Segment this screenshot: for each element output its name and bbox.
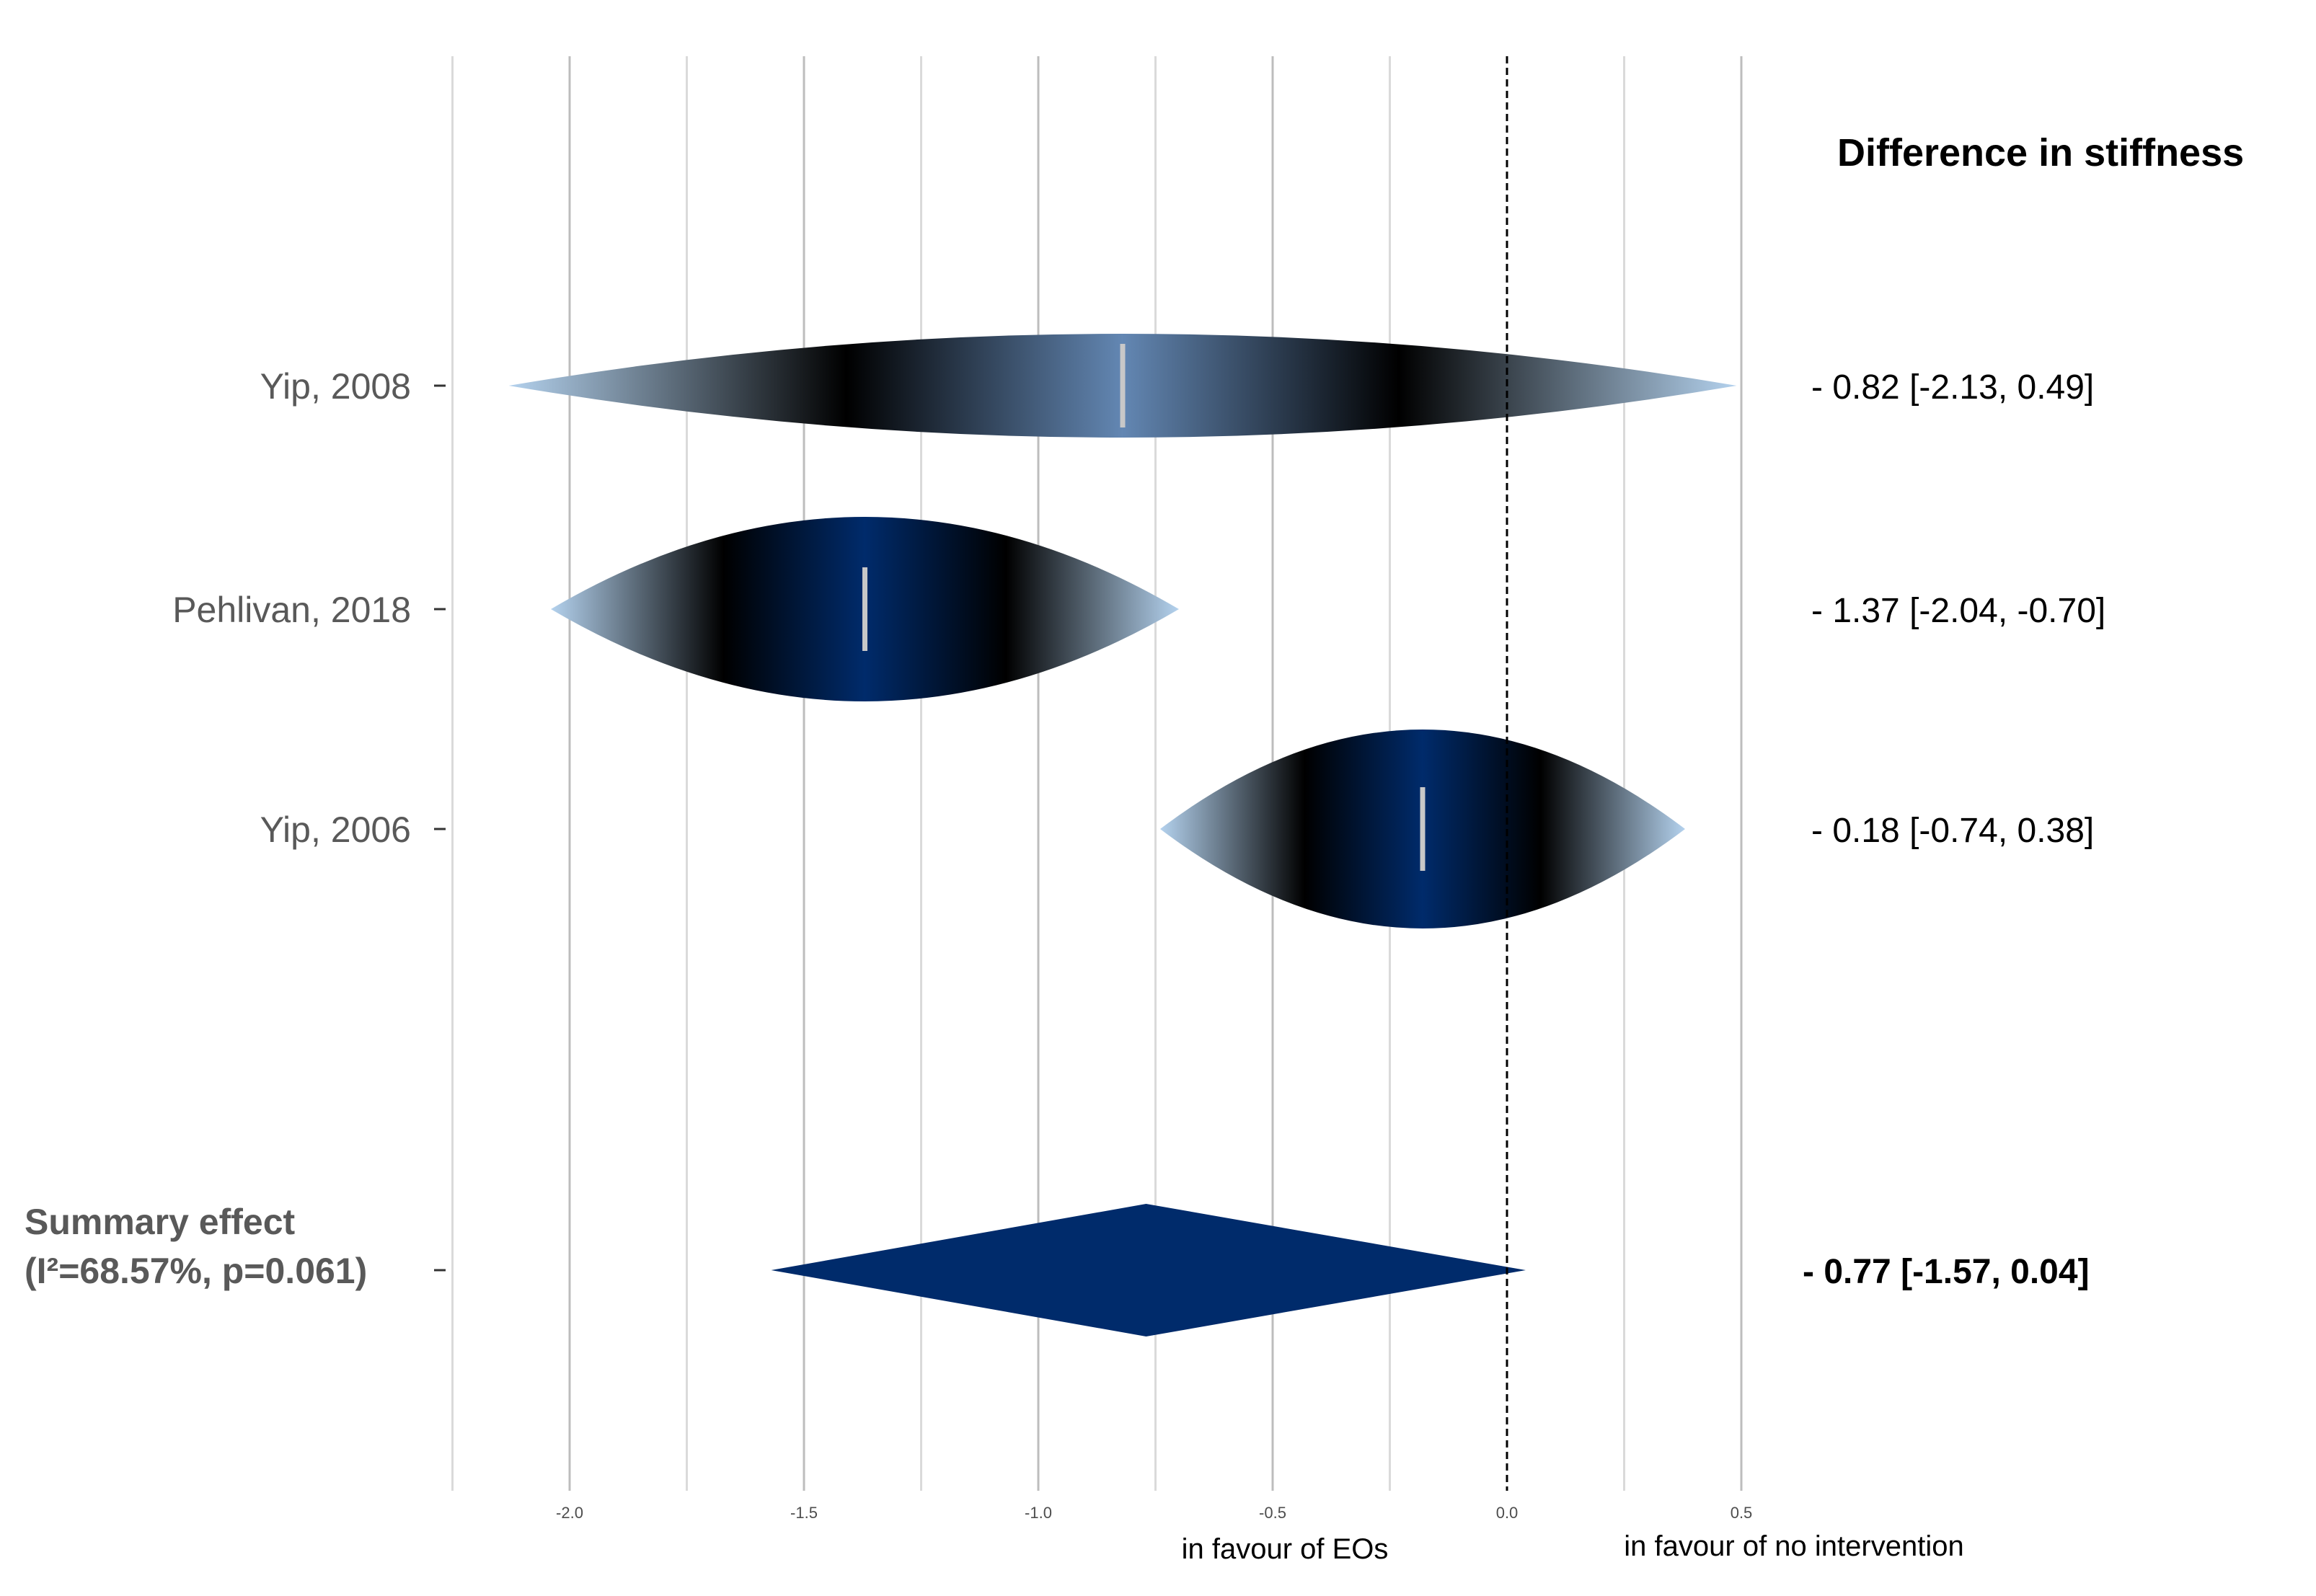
x-tick-label: 0.5 (1731, 1504, 1753, 1522)
summary-diamond (771, 1204, 1526, 1336)
x-tick-label: -1.0 (1025, 1504, 1052, 1522)
chart-title: Difference in stiffness (1837, 131, 2244, 174)
summary-label-heterogeneity: (I²=68.57%, p=0.061) (25, 1251, 367, 1291)
study-shapes (508, 334, 1737, 1336)
x-tick-label: 0.0 (1496, 1504, 1519, 1522)
x-tick-label: -1.5 (790, 1504, 818, 1522)
x-tick-label: -2.0 (556, 1504, 583, 1522)
study-estimate-label: - 0.82 [-2.13, 0.49] (1811, 368, 2094, 407)
study-estimate-label: - 0.18 [-0.74, 0.38] (1811, 812, 2094, 850)
favour-no-intervention-label: in favour of no intervention (1624, 1530, 1963, 1562)
summary-estimate-label: - 0.77 [-1.57, 0.04] (1803, 1253, 2090, 1291)
favour-eos-label: in favour of EOs (1182, 1533, 1389, 1565)
study-name-label: Yip, 2006 (260, 810, 411, 850)
study-estimate-label: - 1.37 [-2.04, -0.70] (1811, 592, 2105, 630)
x-axis-ticks: -2.0 -1.5 -1.0 -0.5 0.0 0.5 (556, 1504, 1752, 1522)
x-tick-label: -0.5 (1259, 1504, 1286, 1522)
study-name-label: Pehlivan, 2018 (172, 590, 411, 630)
summary-label-title: Summary effect (25, 1202, 295, 1242)
row-labels: Yip, 2008 - 0.82 [-2.13, 0.49] Pehlivan, 2… (25, 366, 2105, 1291)
study-name-label: Yip, 2008 (260, 366, 411, 407)
